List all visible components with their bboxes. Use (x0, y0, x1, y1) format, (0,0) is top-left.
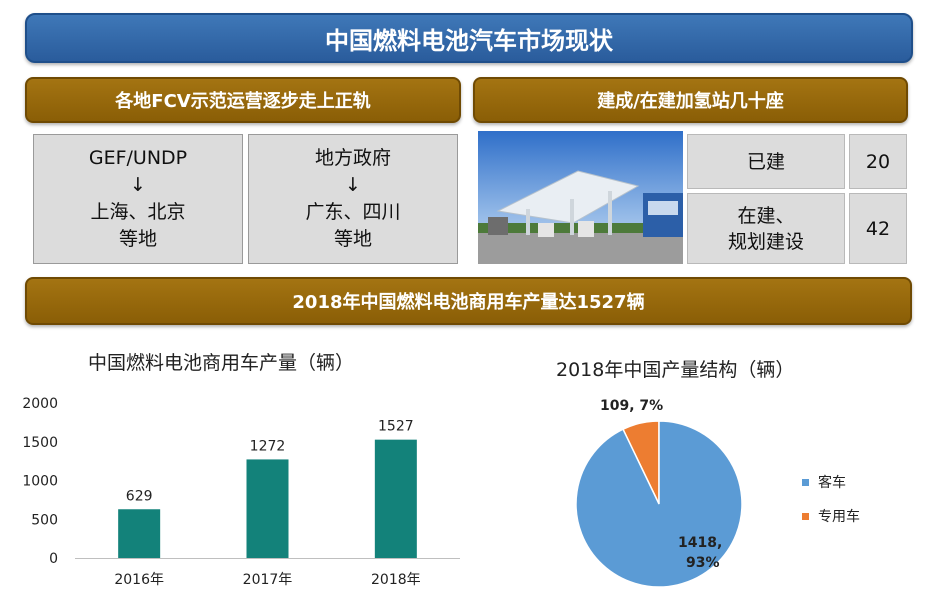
hydrogen-banner-text: 建成/在建加氢站几十座 (597, 91, 784, 112)
bar (246, 459, 289, 558)
down-arrow-icon: ↓ (345, 174, 361, 196)
region-box-cities: 上海、北京 (90, 201, 186, 223)
planned-stations-count-text: 42 (865, 217, 891, 240)
planned-stations-label: 在建、 规划建设 (687, 193, 845, 264)
bar-data-label: 629 (126, 488, 153, 504)
hydrogen-banner: 建成/在建加氢站几十座 (473, 77, 908, 123)
page-title: 中国燃料电池汽车市场现状 (325, 26, 613, 55)
fcv-banner: 各地FCV示范运营逐步走上正轨 (25, 77, 461, 123)
pie-data-label: 1418, (678, 535, 722, 551)
legend-swatch (802, 513, 809, 520)
bar-data-label: 1272 (250, 438, 286, 454)
bar (374, 439, 417, 558)
down-arrow-icon: ↓ (130, 174, 146, 196)
region-box-suffix: 等地 (333, 228, 372, 250)
region-box-local-gov: 地方政府 ↓ 广东、四川 等地 (248, 134, 458, 264)
production-banner-text: 2018年中国燃料电池商用车产量达1527辆 (292, 292, 645, 313)
region-box-source: GEF/UNDP (88, 147, 188, 169)
built-stations-label-text: 已建 (746, 150, 785, 173)
legend-label: 专用车 (818, 508, 860, 525)
page-title-banner: 中国燃料电池汽车市场现状 (25, 13, 913, 63)
y-tick-label: 2000 (22, 396, 58, 412)
hydrogen-station-photo (478, 131, 683, 264)
y-tick-label: 1500 (22, 435, 58, 451)
x-tick-label: 2018年 (371, 572, 421, 588)
y-tick-label: 1000 (22, 474, 58, 490)
region-box-suffix: 等地 (118, 228, 157, 250)
built-stations-label: 已建 (687, 134, 845, 189)
planned-stations-label-line1: 在建、 (737, 204, 795, 227)
planned-stations-label-line2: 规划建设 (727, 230, 804, 253)
planned-stations-count: 42 (849, 193, 907, 264)
x-tick-label: 2016年 (114, 572, 164, 588)
pie-data-label: 109, 7% (600, 398, 663, 414)
pie-data-label: 93% (686, 555, 720, 571)
region-box-cities: 广东、四川 (305, 201, 401, 223)
fcv-banner-text: 各地FCV示范运营逐步走上正轨 (115, 91, 371, 112)
y-tick-label: 500 (31, 512, 58, 528)
legend-label: 客车 (818, 474, 846, 491)
legend-swatch (802, 479, 809, 486)
region-box-gef: GEF/UNDP ↓ 上海、北京 等地 (33, 134, 243, 264)
built-stations-count-text: 20 (865, 150, 891, 173)
y-tick-label: 0 (49, 551, 58, 567)
production-banner: 2018年中国燃料电池商用车产量达1527辆 (25, 277, 912, 325)
region-box-source: 地方政府 (314, 147, 391, 169)
built-stations-count: 20 (849, 134, 907, 189)
bar (118, 509, 161, 558)
x-tick-label: 2017年 (243, 572, 293, 588)
pie-chart-title: 2018年中国产量结构（辆） (556, 359, 795, 381)
bar-chart: 0 500 1000 1500 2000 629 2016年 1272 2017年 1527 201… (22, 396, 460, 588)
bar-data-label: 1527 (378, 419, 414, 435)
pie-slice (575, 420, 743, 588)
bar-chart-title: 中国燃料电池商用车产量（辆） (88, 352, 355, 374)
